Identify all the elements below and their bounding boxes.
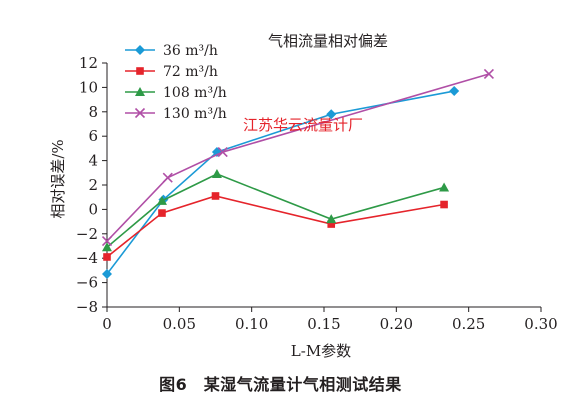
legend-marker bbox=[135, 45, 145, 55]
data-point bbox=[102, 269, 112, 280]
y-axis-title: 相对误差/% bbox=[49, 139, 67, 218]
marker-stroke bbox=[101, 236, 113, 247]
x-tick-label: 0.05 bbox=[163, 315, 196, 333]
x-axis-title: L-M参数 bbox=[291, 342, 351, 360]
y-tick-label: 4 bbox=[88, 152, 98, 170]
y-tick-label: −2 bbox=[76, 225, 98, 243]
data-point bbox=[158, 209, 166, 217]
data-point bbox=[162, 172, 173, 183]
data-point bbox=[211, 169, 222, 179]
x-tick-label: 0 bbox=[102, 315, 112, 333]
y-tick-label: −4 bbox=[76, 249, 98, 267]
data-point bbox=[439, 182, 450, 192]
data-point bbox=[483, 68, 494, 80]
legend-marker bbox=[134, 107, 146, 119]
y-tick-label: 6 bbox=[88, 127, 98, 145]
y-tick-label: 0 bbox=[88, 200, 98, 218]
data-point bbox=[101, 236, 113, 247]
x-tick-label: 0.15 bbox=[307, 315, 340, 333]
data-point bbox=[217, 146, 228, 158]
data-point bbox=[327, 220, 336, 228]
y-tick-label: 12 bbox=[79, 54, 98, 72]
y-tick-label: −6 bbox=[76, 274, 98, 292]
series-layer bbox=[101, 68, 494, 280]
legend-item-3: 108 m³/h bbox=[125, 85, 227, 101]
data-point bbox=[102, 242, 112, 252]
y-tick-label: −8 bbox=[76, 298, 98, 316]
figure-caption: 图6 某湿气流量计气相测试结果 bbox=[159, 375, 402, 394]
marker-stroke bbox=[483, 68, 494, 80]
x-tick-label: 0.25 bbox=[452, 315, 485, 333]
legend-item-2: 72 m³/h bbox=[125, 64, 218, 80]
legend-item-1: 36 m³/h bbox=[125, 43, 218, 59]
legend-item-4: 130 m³/h bbox=[125, 106, 227, 122]
x-tick-label: 0.30 bbox=[524, 315, 557, 333]
series-1 bbox=[102, 86, 460, 280]
y-tick-label: 10 bbox=[79, 78, 98, 96]
x-tick-label: 0.20 bbox=[380, 315, 413, 333]
legend-label: 72 m³/h bbox=[163, 64, 218, 80]
series-line bbox=[106, 73, 490, 242]
data-point bbox=[440, 200, 448, 209]
watermark-text: 江苏华云流量计厂 bbox=[243, 116, 363, 134]
chart-title: 气相流量相对偏差 bbox=[268, 32, 388, 50]
legend-label: 36 m³/h bbox=[163, 43, 218, 59]
series-2 bbox=[103, 192, 448, 261]
data-point bbox=[326, 214, 337, 224]
series-4 bbox=[101, 68, 494, 247]
marker-stroke bbox=[162, 172, 173, 183]
y-tick-label: 8 bbox=[88, 103, 98, 121]
data-point bbox=[449, 86, 460, 97]
data-point bbox=[211, 192, 220, 200]
series-3 bbox=[102, 169, 450, 252]
legend-marker bbox=[135, 87, 145, 96]
y-tick-label: 2 bbox=[88, 176, 98, 194]
marker-stroke bbox=[134, 107, 146, 119]
legend-label: 108 m³/h bbox=[163, 85, 227, 101]
legend-marker bbox=[136, 67, 144, 75]
legend-label: 130 m³/h bbox=[163, 106, 227, 122]
data-point bbox=[156, 195, 167, 205]
x-tick-label: 0.10 bbox=[235, 315, 268, 333]
axes: −8 −6 −4 −2 0 2 4 6 8 10 12 0 0.05 0.10 0.15 0.20 0.25 0.… bbox=[76, 54, 558, 333]
legend: 36 m³/h 72 m³/h 108 m³/h 130 m³/h bbox=[125, 43, 227, 122]
data-point bbox=[103, 253, 111, 261]
marker-stroke bbox=[217, 146, 228, 158]
data-point bbox=[326, 109, 337, 120]
